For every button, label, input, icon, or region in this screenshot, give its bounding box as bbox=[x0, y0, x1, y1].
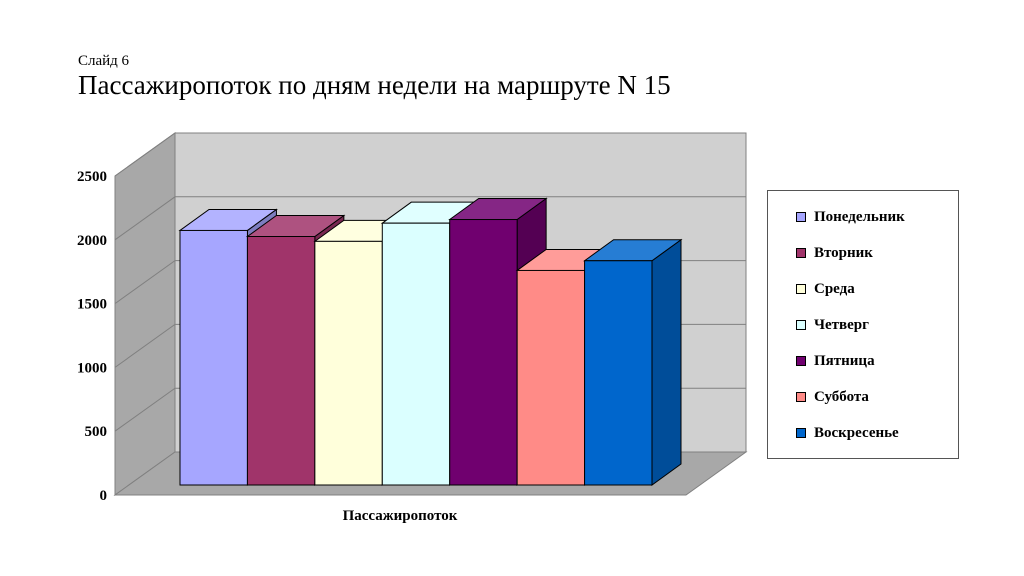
legend-swatch bbox=[796, 248, 806, 258]
legend-swatch bbox=[796, 320, 806, 330]
bar-front bbox=[314, 240, 383, 486]
legend-label: Вторник bbox=[814, 244, 873, 261]
bar-front bbox=[179, 229, 248, 486]
legend-item: Воскресенье bbox=[796, 423, 899, 443]
y-tick-label: 500 bbox=[85, 424, 108, 440]
legend-swatch bbox=[796, 428, 806, 438]
gridline bbox=[114, 132, 746, 177]
bar-front bbox=[381, 222, 451, 486]
bar-front bbox=[516, 269, 586, 486]
legend-item: Среда bbox=[796, 279, 855, 299]
legend-item: Вторник bbox=[796, 243, 873, 263]
bar-front bbox=[449, 219, 518, 486]
chart-side-wall bbox=[114, 132, 176, 496]
legend-item: Четверг bbox=[796, 315, 869, 335]
legend-swatch bbox=[796, 212, 806, 222]
legend-swatch bbox=[796, 284, 806, 294]
legend-label: Пятница bbox=[814, 352, 875, 369]
legend-label: Четверг bbox=[814, 316, 869, 333]
y-tick-label: 2500 bbox=[77, 169, 107, 185]
bar-front bbox=[584, 260, 653, 486]
legend-label: Понедельник bbox=[814, 208, 905, 225]
bar-front bbox=[246, 235, 316, 486]
slide-title: Пассажиропоток по дням недели на маршрут… bbox=[78, 70, 671, 100]
y-tick-label: 1000 bbox=[77, 360, 107, 376]
y-axis-ticks: 0 500 1000 1500 2000 2500 bbox=[77, 169, 107, 504]
chart-legend: Понедельник Вторник Среда Четверг Пятница Суб… bbox=[767, 190, 959, 459]
y-tick-label: 2000 bbox=[77, 233, 107, 249]
legend-label: Суббота bbox=[814, 388, 869, 405]
x-axis-category-label: Пассажиропоток bbox=[343, 508, 458, 524]
legend-label: Среда bbox=[814, 280, 855, 297]
y-tick-label: 1500 bbox=[77, 297, 107, 313]
legend-item: Понедельник bbox=[796, 207, 905, 227]
y-tick-label: 0 bbox=[100, 488, 108, 504]
slide-number: Слайд 6 bbox=[78, 53, 130, 69]
legend-item: Суббота bbox=[796, 387, 869, 407]
bar-side bbox=[651, 238, 682, 486]
legend-label: Воскресенье bbox=[814, 424, 899, 441]
legend-swatch bbox=[796, 392, 806, 402]
chart-bars bbox=[178, 197, 683, 486]
gridline bbox=[114, 196, 746, 241]
bar bbox=[583, 238, 683, 486]
legend-swatch bbox=[796, 356, 806, 366]
legend-item: Пятница bbox=[796, 351, 875, 371]
